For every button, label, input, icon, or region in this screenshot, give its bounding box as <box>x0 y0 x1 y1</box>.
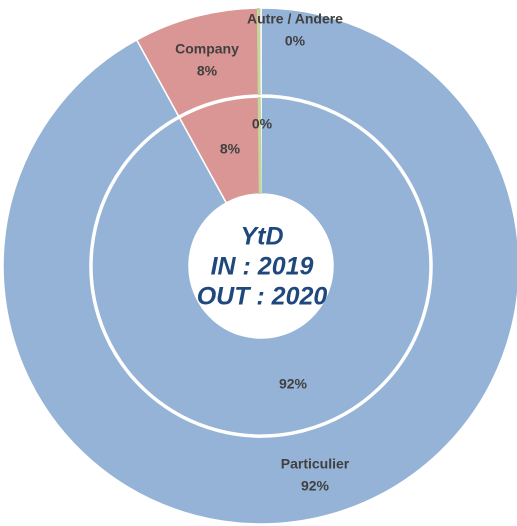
data-label: 8% <box>220 141 241 157</box>
category-label: Autre / Andere <box>247 11 343 27</box>
center-text: YtD <box>240 223 283 251</box>
slice <box>257 96 262 195</box>
category-label: Company <box>175 41 239 57</box>
rings <box>2 7 517 525</box>
data-label: 92% <box>301 478 330 494</box>
data-label: 0% <box>285 33 306 49</box>
category-label: Particulier <box>281 456 350 472</box>
slice <box>135 7 262 118</box>
slice <box>178 96 262 204</box>
data-label: 92% <box>279 376 308 392</box>
slice <box>256 7 261 96</box>
data-label: 0% <box>252 116 273 132</box>
slice <box>91 96 431 436</box>
center-text: IN : 2019 <box>211 253 314 281</box>
center-text: OUT : 2020 <box>197 283 328 311</box>
slice <box>2 7 517 525</box>
data-label: 8% <box>197 63 218 79</box>
